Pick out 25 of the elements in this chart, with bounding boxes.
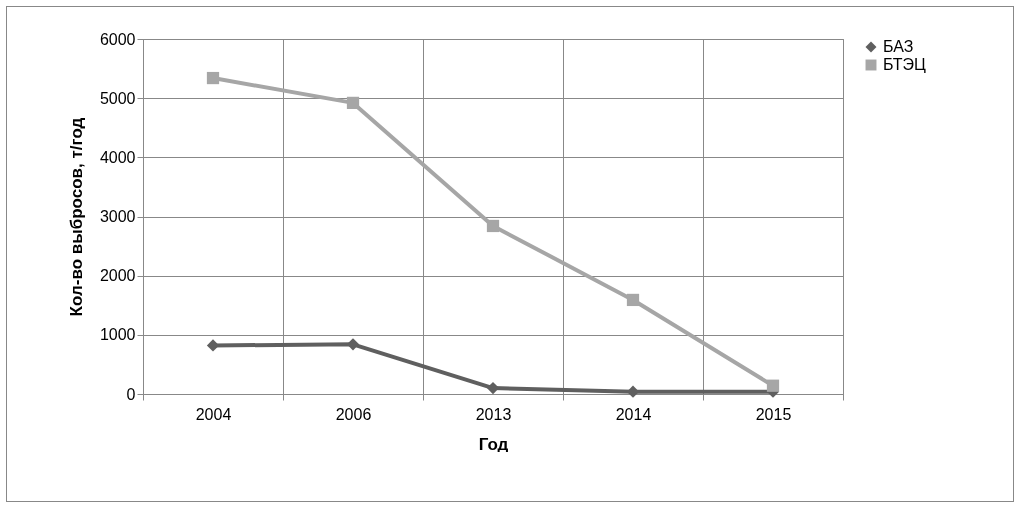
y-tick-label: 6000 <box>99 30 136 48</box>
y-tick-label: 0 <box>126 385 136 403</box>
point <box>346 96 360 110</box>
point <box>766 379 780 392</box>
y-tick-label: 3000 <box>99 208 136 225</box>
y-tick-label: 5000 <box>99 89 136 107</box>
point <box>486 219 500 233</box>
x-tick-label: 2006 <box>335 405 372 423</box>
x-axis-title: Год <box>478 434 509 454</box>
point <box>486 381 500 395</box>
point <box>346 338 360 351</box>
legend-label: БАЗ <box>883 38 914 55</box>
point <box>206 71 220 85</box>
legend-label: БТЭЦ <box>883 56 927 73</box>
point <box>626 293 640 307</box>
point <box>626 385 640 398</box>
y-tick-label: 4000 <box>99 148 136 166</box>
x-tick-label: 2004 <box>195 405 232 423</box>
y-axis-title: Кол-во выбросов, т/год <box>66 117 86 317</box>
y-tick-label: 2000 <box>99 267 136 285</box>
x-tick-label: 2013 <box>475 405 512 423</box>
y-tick-label: 1000 <box>99 326 136 344</box>
point <box>206 339 220 352</box>
x-tick-label: 2015 <box>755 405 792 423</box>
x-tick-label: 2014 <box>615 405 652 423</box>
